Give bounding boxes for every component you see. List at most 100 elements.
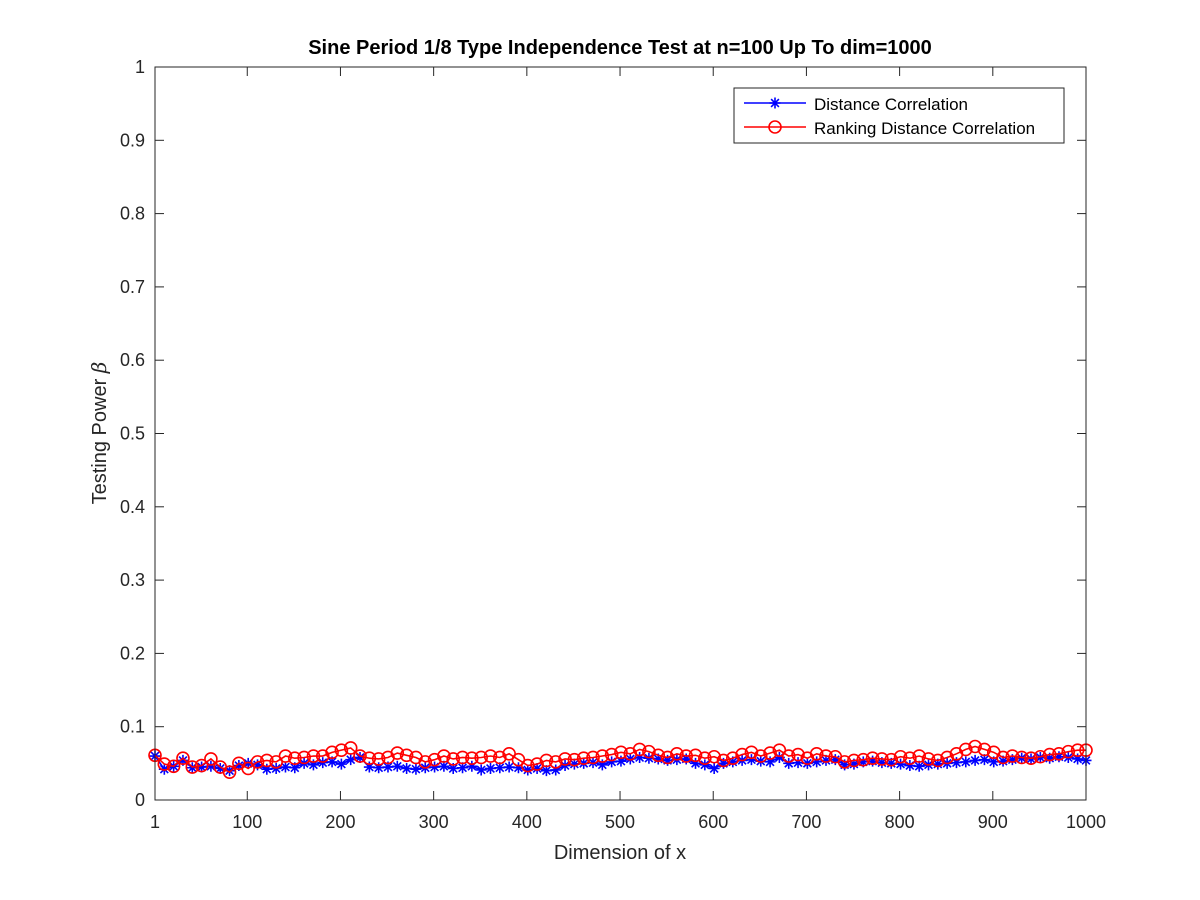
- series-0-point: [885, 757, 897, 769]
- series-0-point: [410, 763, 422, 775]
- series-0-point: [801, 757, 813, 769]
- series-1-point: [698, 751, 712, 766]
- series-0-point: [1044, 752, 1056, 764]
- x-axis-label: Dimension of x: [554, 842, 686, 864]
- series-0-point: [382, 761, 394, 773]
- series-1-point: [455, 750, 470, 765]
- series-1-point: [660, 750, 675, 765]
- series-1-point: [418, 755, 433, 769]
- series-1-point: [744, 745, 759, 760]
- x-tick-label: 600: [698, 812, 728, 832]
- x-tick-label: 700: [791, 812, 821, 832]
- y-tick-label: 0.5: [120, 424, 145, 444]
- series-0-point: [177, 754, 189, 766]
- series-0-point: [634, 751, 646, 763]
- series-1-point: [670, 747, 684, 761]
- series-1-point: [530, 757, 544, 771]
- series-1-point: [884, 752, 899, 767]
- series-0-point: [652, 753, 664, 765]
- series-1-point: [996, 750, 1010, 765]
- plot-area: [155, 67, 1086, 800]
- y-tick-label: 0.1: [120, 717, 145, 737]
- series-0-point: [205, 760, 217, 772]
- series-1-point: [166, 759, 181, 774]
- series-0-point: [242, 757, 254, 769]
- series-1-point: [287, 751, 302, 766]
- series-0-point: [158, 763, 170, 775]
- series-1-point: [931, 753, 945, 768]
- series-1-point: [614, 745, 628, 760]
- series-0-point: [196, 761, 208, 773]
- series-1-point: [353, 749, 367, 763]
- series-0-point: [531, 762, 543, 774]
- y-tick-label: 0.7: [120, 277, 145, 297]
- series-0-point: [494, 762, 506, 774]
- series-1-point: [1070, 743, 1085, 757]
- y-tick-label: 0.6: [120, 350, 145, 370]
- series-0-point: [615, 755, 627, 767]
- series-0-point: [764, 756, 776, 768]
- series-1-point: [371, 752, 386, 766]
- legend-marker-1: [768, 120, 782, 134]
- series-0-point: [326, 756, 338, 768]
- series-1-point: [1052, 747, 1066, 761]
- series-1-point: [539, 753, 554, 768]
- series-0-point: [438, 760, 450, 772]
- series-0-point: [708, 762, 720, 774]
- series-1-point: [865, 751, 880, 766]
- series-0-point: [363, 761, 375, 773]
- y-tick-label: 0.3: [120, 570, 145, 590]
- series-0-point: [224, 765, 236, 777]
- series-0-point: [820, 754, 832, 766]
- series-0-point: [261, 763, 273, 775]
- series-0-point: [783, 757, 795, 769]
- series-0-point: [550, 764, 562, 776]
- y-tick-label: 0.4: [120, 497, 145, 517]
- series-0-point: [978, 754, 990, 766]
- series-0-point: [876, 757, 888, 769]
- series-1-point: [921, 752, 936, 766]
- series-0-point: [307, 759, 319, 771]
- series-0-point: [345, 754, 357, 766]
- series-1-point: [315, 749, 330, 763]
- y-axis-label-text: Testing Power: [89, 378, 111, 504]
- series-1-point: [222, 765, 237, 779]
- series-0-point: [745, 754, 757, 766]
- series-0-point: [829, 754, 841, 766]
- series-0-point: [1053, 751, 1065, 763]
- series-1-point: [642, 744, 656, 759]
- series-0-point: [447, 762, 459, 774]
- series-1-point: [903, 751, 917, 766]
- series-1-point: [1061, 744, 1076, 759]
- series-1-point: [204, 752, 218, 766]
- series-0-point: [857, 756, 869, 768]
- x-tick-label: 800: [885, 812, 915, 832]
- series-1-point: [893, 749, 908, 764]
- series-0-point: [289, 762, 301, 774]
- series-1-point: [474, 750, 488, 765]
- series-1-point: [194, 758, 209, 773]
- series-1-point: [819, 749, 833, 763]
- series-0-point: [429, 761, 441, 773]
- series-0-point: [792, 757, 804, 769]
- legend-marker-0: [769, 97, 781, 109]
- series-1-point: [1042, 747, 1057, 762]
- series-0-point: [839, 759, 851, 771]
- series-1-point: [968, 739, 982, 754]
- y-tick-label: 0.8: [120, 204, 145, 224]
- series-0-point: [755, 755, 767, 767]
- y-tick-label: 1: [135, 57, 145, 77]
- series-1-point: [1014, 750, 1029, 765]
- series-1-point: [176, 751, 190, 766]
- series-1-point: [362, 751, 377, 766]
- series-1-point: [548, 755, 563, 769]
- series-1-point: [567, 752, 582, 767]
- series-1-point: [278, 749, 293, 763]
- series-0-point: [233, 760, 245, 772]
- series-0-point: [503, 761, 515, 773]
- series-0-point: [904, 760, 916, 772]
- series-0-point: [662, 754, 674, 766]
- series-1-point: [576, 751, 591, 766]
- series-1-point: [604, 747, 619, 762]
